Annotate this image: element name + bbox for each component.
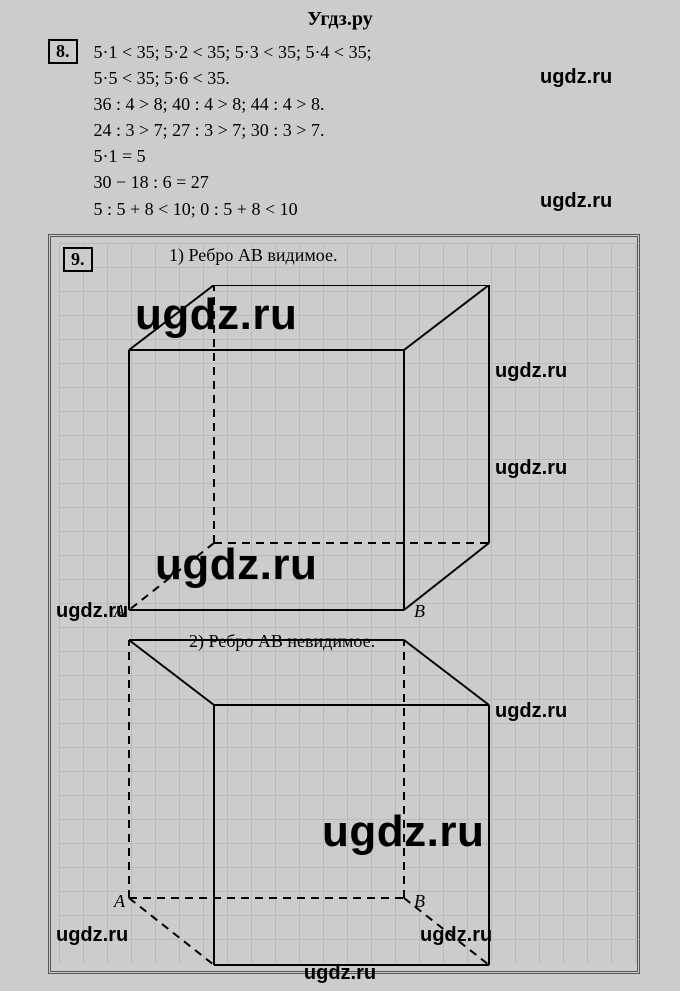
math-line: 5·1 < 35; 5·2 < 35; 5·3 < 35; 5·4 < 35;: [94, 39, 372, 65]
watermark: ugdz.ru: [540, 66, 612, 89]
watermark: ugdz.ru: [495, 360, 567, 383]
math-line: 24 : 3 > 7; 27 : 3 > 7; 30 : 3 > 7.: [94, 117, 372, 143]
math-line: 30 − 18 : 6 = 27: [94, 169, 372, 195]
math-line: 5·5 < 35; 5·6 < 35.: [94, 65, 372, 91]
vertex-a-2: A: [114, 891, 125, 912]
math-line: 36 : 4 > 8; 40 : 4 > 8; 44 : 4 > 8.: [94, 91, 372, 117]
problem-9-number: 9.: [63, 247, 93, 272]
figure2-label: 2) Ребро AB невидимое.: [189, 631, 375, 652]
watermark: ugdz.ru: [135, 290, 297, 340]
watermark: ugdz.ru: [495, 700, 567, 723]
math-line: 5 : 5 + 8 < 10; 0 : 5 + 8 < 10: [94, 196, 372, 222]
watermark: ugdz.ru: [56, 600, 128, 623]
figure1-label: 1) Ребро AB видимое.: [169, 245, 337, 266]
page-root: Угдз.ру 8. 5·1 < 35; 5·2 < 35; 5·3 < 35;…: [0, 0, 680, 991]
header-text: Угдз.ру: [307, 8, 372, 30]
watermark: ugdz.ru: [56, 924, 128, 947]
watermark: ugdz.ru: [540, 190, 612, 213]
watermark: ugdz.ru: [155, 540, 317, 590]
watermark: ugdz.ru: [495, 457, 567, 480]
problem-8-number: 8.: [48, 39, 78, 64]
problem-9: 9. 1) Ребро AB видимое.: [48, 234, 640, 974]
math-line: 5·1 = 5: [94, 143, 372, 169]
footer-watermark: ugdz.ru: [0, 962, 680, 985]
watermark: ugdz.ru: [322, 807, 484, 857]
vertex-b-2: B: [414, 891, 425, 912]
problem-8-lines: 5·1 < 35; 5·2 < 35; 5·3 < 35; 5·4 < 35; …: [94, 39, 372, 222]
site-header: Угдз.ру: [0, 0, 680, 39]
vertex-b-1: B: [414, 601, 425, 622]
watermark: ugdz.ru: [420, 924, 492, 947]
